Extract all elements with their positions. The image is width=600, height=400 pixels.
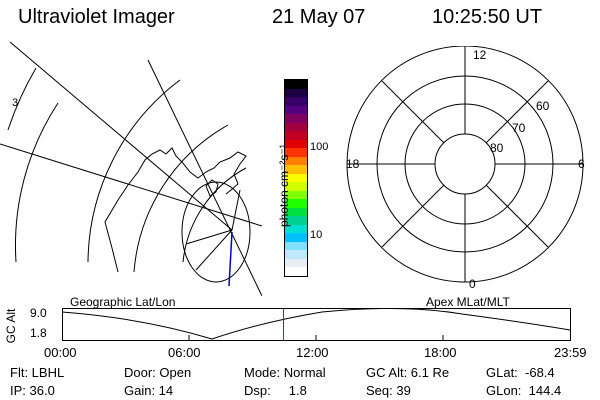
glon-status: GLon: 144.4 [486,383,562,398]
geographic-panel-label: Geographic Lat/Lon [70,295,176,309]
intensity-colorbar [284,79,308,277]
filter-status: Flt: LBHL [10,365,65,380]
colorbar-swatch [285,267,307,276]
instrument-title: Ultraviolet Imager [18,6,175,28]
colorbar-tick-100: 100 [310,141,329,153]
door-status: Door: Open [124,365,192,380]
dsp-status: Dsp: 1.8 [244,383,307,398]
meridian-line [0,143,262,227]
altitude-curve [62,308,571,340]
colorbar-swatch [285,131,307,140]
field-of-view-ray [185,229,233,245]
seq-status: Seq: 39 [366,383,411,398]
mlt-line-diag [485,80,549,144]
colorbar-swatch [285,122,307,132]
colorbar-tick-10: 10 [310,229,323,241]
colorbar-swatch [285,139,307,149]
mlt-line-diag [485,184,549,248]
mlat-label-60: 60 [536,99,550,113]
mode-status: Mode: Normal [244,365,326,380]
colorbar-swatch [285,258,307,268]
mlt-line-diag [381,184,445,248]
glat-status: GLat: -68.4 [486,365,555,380]
mlat-label-80: 80 [490,141,504,155]
geographic-map-panel: 3 [0,41,262,296]
mlt-line-diag [381,80,445,144]
latitude-circle [15,102,59,263]
header-date: 21 May 07 [272,6,366,28]
altitude-tick-1: 1.8 [30,326,47,340]
mlt-label-12: 12 [473,48,487,62]
map-edge-label: 3 [12,97,18,109]
coastline [104,147,247,273]
colorbar-swatch [285,190,307,200]
colorbar-swatch [285,182,307,191]
gain-status: Gain: 14 [124,383,174,398]
colorbar-swatch [285,165,307,174]
polar-mlat-mlt-grid: 12 6 0 18 60 70 80 [346,46,585,290]
coastline [205,179,219,197]
latitude-circle [133,124,229,273]
time-tick-2359: 23:59 [554,345,587,360]
colorbar-swatch [285,105,307,115]
polar-panel-label: Apex MLat/MLT [426,295,510,309]
field-of-view-outline [181,181,251,283]
mlt-label-6: 6 [578,157,585,171]
field-of-view-ray [231,189,241,231]
time-tick-1800: 18:00 [424,345,457,360]
colorbar-swatch [285,199,307,208]
time-tick-1200: 12:00 [296,345,329,360]
colorbar-swatch [285,80,307,89]
gc-alt-status: GC Alt: 6.1 Re [366,365,450,380]
altitude-plot [62,308,571,341]
satellite-ground-track [228,231,233,287]
colorbar-swatch [285,114,307,123]
header-time: 10:25:50 UT [432,6,543,28]
colorbar-swatch [285,97,307,106]
altitude-axis-label: GC Alt [4,308,18,344]
colorbar-swatch [285,207,307,217]
colorbar-swatch [285,148,307,157]
ip-status: IP: 36.0 [10,383,55,398]
colorbar-swatch [285,216,307,225]
colorbar-swatch [285,88,307,98]
latitude-circle [7,67,37,131]
meridian-line [147,59,262,296]
colorbar-swatch [285,241,307,251]
time-tick-0600: 06:00 [168,345,201,360]
colorbar-swatch [285,250,307,259]
colorbar-swatch [285,156,307,166]
meridian-line [9,41,233,231]
colorbar-swatch [285,233,307,242]
mlt-label-0: 0 [469,277,476,290]
field-of-view-ray [195,229,233,271]
colorbar-swatch [285,173,307,183]
colorbar-swatch [285,224,307,234]
colorbar-unit-label: photon cm⁻²s⁻¹ [277,144,291,227]
mlt-label-18: 18 [346,157,360,171]
mlat-label-70: 70 [512,121,526,135]
time-tick-0000: 00:00 [44,345,77,360]
altitude-tick-9: 9.0 [30,306,47,320]
latitude-circle [87,79,181,263]
